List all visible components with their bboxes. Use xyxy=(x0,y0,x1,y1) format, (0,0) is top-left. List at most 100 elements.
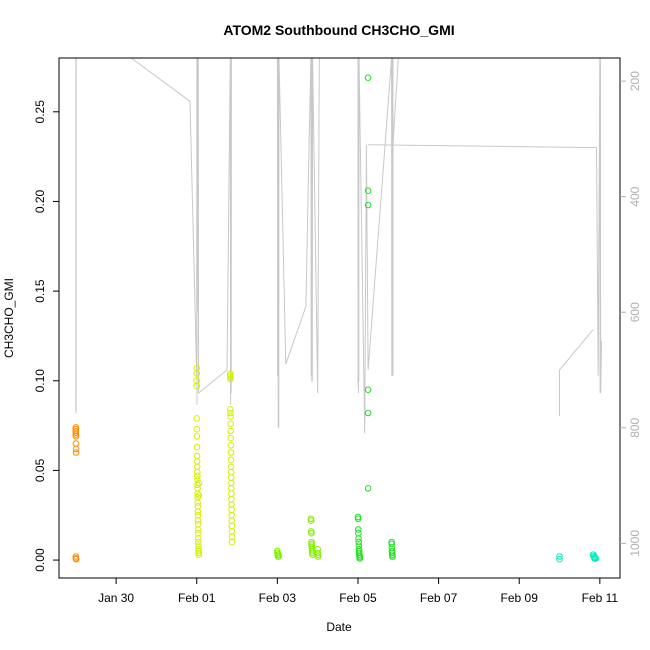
data-point xyxy=(364,485,372,492)
data-point xyxy=(227,442,235,449)
data-point xyxy=(195,529,202,537)
data-point xyxy=(364,187,372,194)
plot-frame xyxy=(58,57,621,579)
data-point xyxy=(227,434,234,442)
data-point xyxy=(227,468,235,476)
y-tick-label: 0.05 xyxy=(33,458,47,482)
data-point xyxy=(228,511,235,519)
y-right-tick-label: 600 xyxy=(628,302,642,322)
data-point xyxy=(195,479,203,487)
data-point xyxy=(355,526,362,533)
pressure-trace-1 xyxy=(75,57,399,434)
data-point xyxy=(194,526,202,533)
data-point xyxy=(195,535,202,542)
data-point xyxy=(72,433,80,440)
data-point xyxy=(194,481,201,489)
data-point xyxy=(194,517,202,524)
data-point xyxy=(194,508,202,516)
data-point xyxy=(194,485,201,492)
data-point xyxy=(355,529,362,537)
data-point xyxy=(194,520,202,528)
y-tick-label: 0.15 xyxy=(33,279,47,303)
pressure-trace-2 xyxy=(368,57,602,394)
x-tick-label: Feb 09 xyxy=(501,591,539,605)
data-point xyxy=(194,472,201,480)
data-point xyxy=(194,468,201,476)
data-point xyxy=(193,463,201,471)
data-point xyxy=(227,449,235,456)
y-tick-label: 0.10 xyxy=(33,369,47,393)
data-point xyxy=(388,540,396,548)
data-point xyxy=(195,549,202,557)
data-point xyxy=(228,522,236,530)
data-point xyxy=(227,463,235,471)
data-point xyxy=(227,406,234,413)
data-point xyxy=(227,474,235,481)
data-point xyxy=(72,445,80,453)
data-point xyxy=(356,555,364,562)
data-point xyxy=(592,555,599,562)
data-point xyxy=(72,429,80,437)
x-tick-label: Feb 11 xyxy=(582,591,619,605)
data-point xyxy=(354,515,362,523)
data-point xyxy=(193,458,201,465)
y-axis-label: CH3CHO_GMI xyxy=(2,278,16,358)
data-point xyxy=(193,425,201,433)
data-point xyxy=(556,553,563,560)
data-point xyxy=(193,415,200,422)
data-point xyxy=(355,538,363,546)
y-tick-label: 0.00 xyxy=(33,548,47,572)
data-point xyxy=(364,74,372,81)
data-point xyxy=(227,375,234,383)
data-point xyxy=(228,490,235,498)
pressure-trace-3 xyxy=(559,329,594,417)
data-point xyxy=(227,427,234,435)
x-tick-label: Feb 07 xyxy=(420,591,458,605)
data-point xyxy=(193,443,201,451)
y-right-tick-label: 200 xyxy=(628,71,642,91)
data-point xyxy=(72,449,80,456)
data-point xyxy=(228,495,235,503)
x-tick-label: Jan 30 xyxy=(98,591,134,605)
y-right-tick-label: 800 xyxy=(628,417,642,437)
data-point xyxy=(227,413,234,420)
data-point xyxy=(193,382,200,390)
data-point xyxy=(364,386,372,394)
data-point xyxy=(389,553,396,560)
y-tick-label: 0.20 xyxy=(33,189,47,213)
data-point xyxy=(193,370,200,377)
data-point xyxy=(307,517,315,524)
data-point xyxy=(228,533,236,541)
x-tick-label: Feb 03 xyxy=(259,591,297,605)
data-point xyxy=(194,499,201,507)
data-point xyxy=(227,373,234,381)
data-point xyxy=(364,409,372,417)
data-point xyxy=(228,479,235,487)
data-point xyxy=(227,420,234,428)
data-point xyxy=(314,553,322,560)
data-point xyxy=(228,506,235,514)
data-point xyxy=(308,529,315,537)
data-point xyxy=(228,517,235,524)
data-point xyxy=(194,511,202,519)
data-point xyxy=(227,409,234,417)
data-point xyxy=(228,538,236,546)
pressure-layer xyxy=(75,57,602,434)
data-point xyxy=(556,555,563,563)
x-axis: Jan 30 Feb 01 Feb 03 Feb 05 Feb 07 Feb 09 Feb … xyxy=(98,578,618,605)
y-right-tick-label: 1000 xyxy=(628,530,642,557)
data-point xyxy=(195,538,202,546)
y-axis-right: 200 400 600 800 1000 xyxy=(620,71,642,557)
data-point xyxy=(227,456,235,464)
data-point xyxy=(72,555,80,563)
data-point xyxy=(228,485,235,492)
data-point xyxy=(228,528,236,535)
data-point xyxy=(364,201,372,209)
data-point xyxy=(193,452,201,460)
points-layer xyxy=(72,74,599,563)
y-right-tick-label: 400 xyxy=(628,186,642,206)
data-point xyxy=(275,551,282,559)
y-tick-label: 0.25 xyxy=(33,100,47,124)
x-axis-label: Date xyxy=(326,620,352,634)
